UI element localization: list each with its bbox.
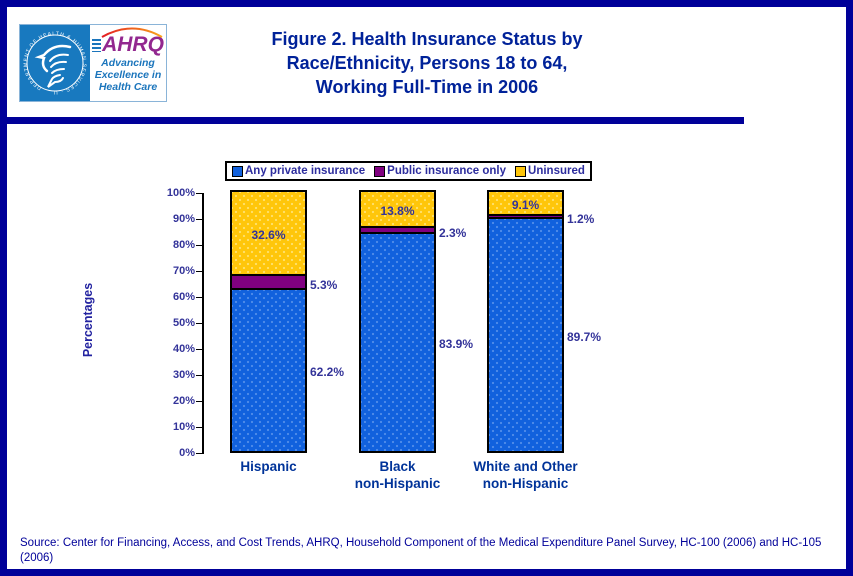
figure-title-line-3: Working Full-Time in 2006 — [315, 77, 539, 97]
segment-value-label: 2.3% — [439, 225, 467, 240]
category-label-line: non-Hispanic — [354, 476, 441, 491]
category-label: Hispanic — [185, 458, 352, 475]
category-label-line: White and Other — [473, 459, 578, 474]
legend-swatch-icon — [232, 165, 243, 177]
legend-label: Any private insurance — [245, 165, 366, 177]
y-tick-mark — [196, 426, 203, 428]
stacked-bar — [359, 190, 436, 453]
y-tick-label: 70% — [172, 264, 195, 277]
segment-value-label: 5.3% — [310, 278, 338, 293]
ahrq-tagline: Advancing Excellence in Health Care — [95, 57, 162, 93]
legend-label: Uninsured — [528, 165, 585, 177]
y-tick-label: 90% — [172, 212, 195, 225]
segment-value-label: 32.6% — [251, 227, 286, 242]
legend-swatch-icon — [374, 165, 386, 177]
segment-value-label: 89.7% — [567, 329, 602, 344]
legend-item: Public insurance only — [374, 165, 506, 177]
y-tick-label: 20% — [172, 394, 195, 407]
bar-segment — [489, 218, 562, 451]
segment-value-label: 13.8% — [380, 203, 415, 218]
y-tick-mark — [196, 348, 203, 350]
hhs-seal-icon: DEPARTMENT OF HEALTH & HUMAN SERVICES · … — [18, 21, 90, 101]
category-label-line: Hispanic — [240, 459, 297, 474]
category-label-line: Black — [379, 459, 416, 474]
figure-title-line-1: Figure 2. Health Insurance Status by — [271, 29, 583, 49]
ahrq-rainbow-arc-icon — [101, 27, 163, 38]
bar-segment — [361, 192, 434, 228]
y-tick-mark — [196, 270, 203, 272]
y-tick-label: 0% — [179, 446, 195, 459]
segment-value-label: 9.1% — [511, 197, 540, 212]
y-tick-mark — [196, 374, 203, 376]
tagline-line: Excellence in — [94, 69, 162, 81]
y-tick-mark — [196, 400, 203, 402]
segment-value-label: 1.2% — [567, 212, 595, 227]
bar-segment — [232, 289, 305, 451]
figure-title-line-2: Race/Ethnicity, Persons 18 to 64, — [286, 53, 568, 73]
stacked-bar — [230, 189, 307, 453]
y-tick-mark — [196, 244, 203, 246]
category-label: Black non-Hispanic — [314, 458, 481, 492]
y-tick-mark — [196, 322, 203, 324]
bar-segment — [361, 227, 434, 234]
legend-swatch-icon — [515, 165, 527, 177]
y-tick-label: 10% — [172, 420, 195, 433]
y-tick-mark — [196, 192, 203, 194]
ahrq-speedlines-icon — [92, 38, 102, 52]
bar-segment — [232, 191, 305, 277]
figure-title: Figure 2. Health Insurance Status by Rac… — [187, 27, 667, 99]
stacked-bar — [487, 190, 564, 453]
legend-item: Any private insurance — [232, 165, 365, 177]
segment-value-label: 62.2% — [310, 365, 345, 380]
y-tick-mark — [196, 218, 203, 220]
bar-segment — [489, 215, 562, 219]
segment-value-label: 83.9% — [439, 337, 474, 352]
legend-label: Public insurance only — [387, 165, 507, 177]
tagline-line: Health Care — [98, 81, 158, 93]
ahrq-hhs-logo: DEPARTMENT OF HEALTH & HUMAN SERVICES · … — [18, 21, 167, 102]
bar-segment — [361, 233, 434, 451]
chart-legend: Any private insurance Public insurance on… — [225, 161, 592, 181]
hhs-eagle-icon: DEPARTMENT OF HEALTH & HUMAN SERVICES · … — [18, 21, 87, 95]
y-tick-label: 80% — [172, 238, 195, 251]
y-tick-mark — [196, 296, 203, 298]
tagline-line: Advancing — [101, 57, 155, 69]
ahrq-acronym: AHRQ — [102, 33, 164, 56]
y-tick-label: 100% — [166, 186, 195, 199]
y-tick-label: 50% — [172, 316, 195, 329]
category-label-line: non-Hispanic — [482, 476, 569, 491]
legend-item: Uninsured — [515, 165, 585, 177]
source-note: Source: Center for Financing, Access, an… — [20, 537, 822, 564]
header-divider-rule — [7, 117, 744, 124]
svg-text:DEPARTMENT OF HEALTH & HUMAN S: DEPARTMENT OF HEALTH & HUMAN SERVICES · … — [20, 25, 87, 95]
y-tick-mark — [196, 452, 203, 454]
y-tick-label: 30% — [172, 368, 195, 381]
ahrq-wordmark: AHRQ Advancing Excellence in Health Care — [90, 25, 166, 101]
category-label: White and Other non-Hispanic — [442, 458, 609, 492]
bar-segment — [232, 276, 305, 290]
y-tick-label: 60% — [172, 290, 195, 303]
y-tick-label: 40% — [172, 342, 195, 355]
bar-segment — [489, 192, 562, 216]
